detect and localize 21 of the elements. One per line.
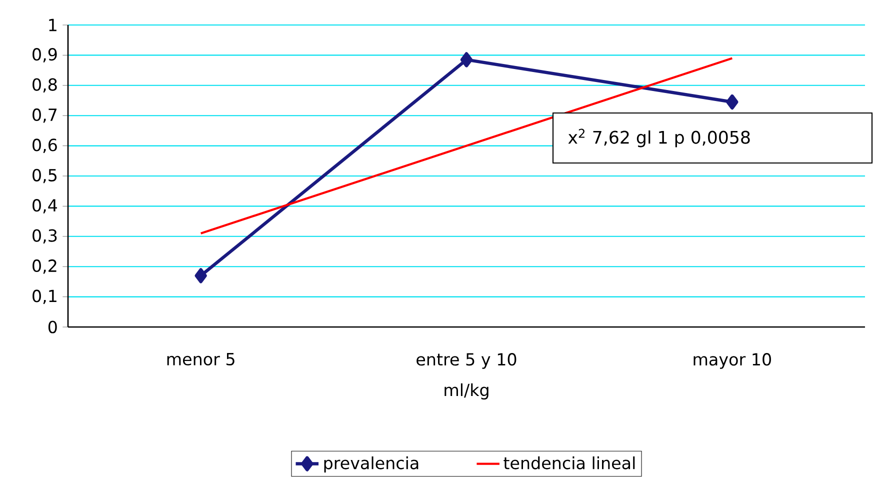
y-tick-label: 0,2 bbox=[32, 259, 56, 274]
point bbox=[726, 94, 738, 110]
point bbox=[194, 268, 207, 284]
y-tick-label: 0,3 bbox=[32, 229, 57, 244]
y-tick-label: 0,7 bbox=[32, 108, 57, 123]
y-tick-label: 0,5 bbox=[32, 168, 56, 184]
x-tick-label: menor 5 bbox=[167, 353, 234, 366]
y-tick-label: 1 bbox=[49, 18, 56, 32]
legend-label: tendencia lineal bbox=[504, 456, 635, 470]
y-tick-label: 0,4 bbox=[32, 199, 58, 214]
y-tick-label: 0,1 bbox=[32, 290, 56, 304]
legend-label: prevalencia bbox=[324, 456, 418, 473]
y-tick-label: 0 bbox=[48, 320, 57, 334]
y-tick-label: 0,9 bbox=[32, 48, 57, 62]
x-tick-label: mayor 10 bbox=[694, 353, 771, 369]
annotation: x$^{2}$ 7,62 gl 1 p 0,0058 bbox=[568, 128, 750, 148]
point bbox=[460, 52, 473, 68]
y-tick-label: 0,8 bbox=[32, 78, 57, 93]
x-tick-label: entre 5 y 10 bbox=[416, 353, 516, 369]
y-tick-label: 0,6 bbox=[32, 138, 57, 153]
x-axis-title: ml/kg bbox=[444, 383, 488, 400]
